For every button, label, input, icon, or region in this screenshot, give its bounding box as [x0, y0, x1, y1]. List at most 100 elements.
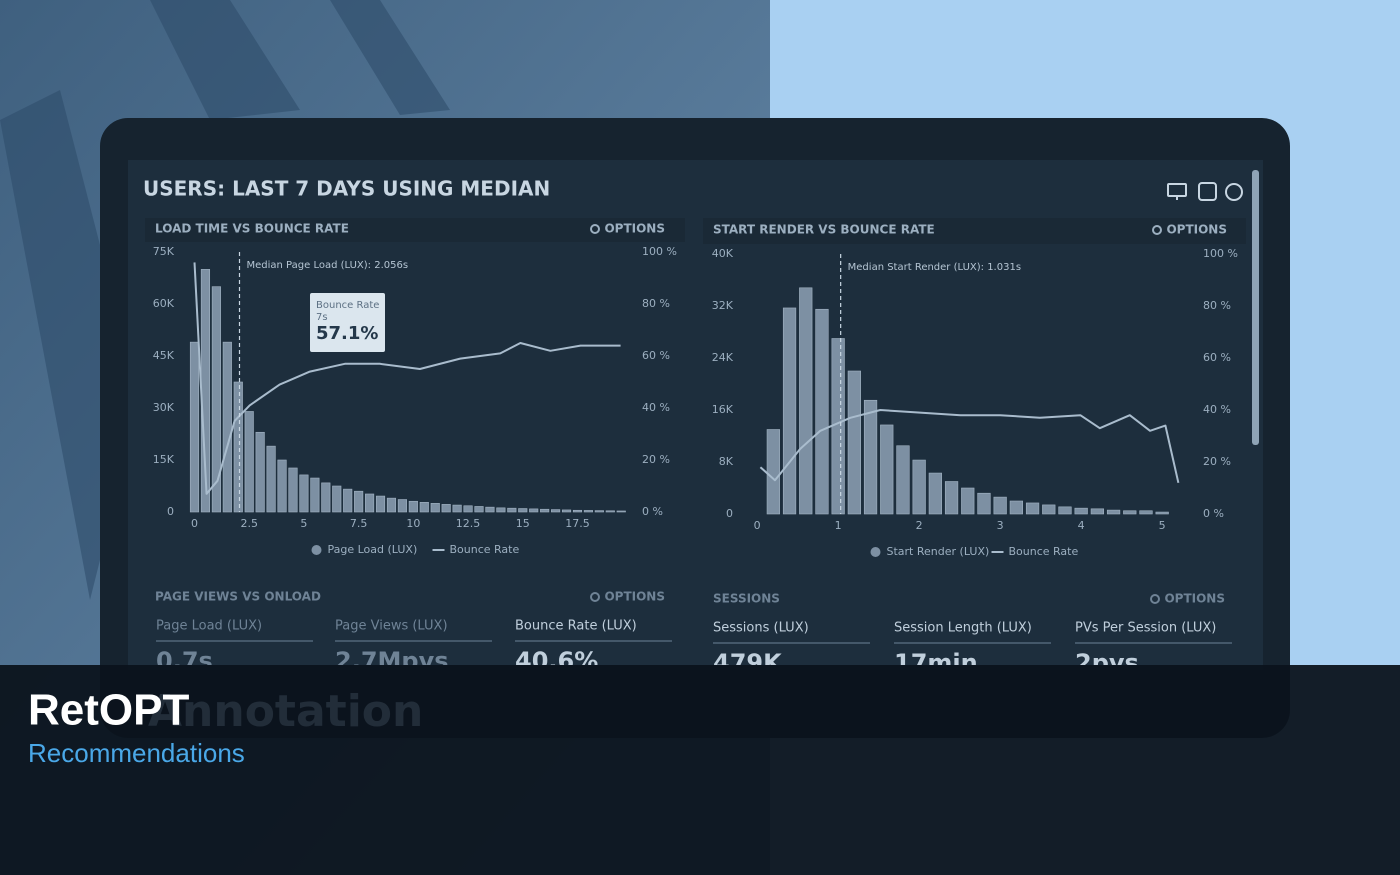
histogram-bar	[211, 286, 221, 513]
histogram-bar	[496, 507, 506, 513]
histogram-bar	[1139, 510, 1153, 515]
x-tick-label: 12.5	[456, 517, 481, 530]
y2-tick-label: 0 %	[642, 505, 663, 518]
legend-label: Bounce Rate	[1009, 545, 1079, 558]
x-tick-label: 17.5	[565, 517, 590, 530]
legend-label: Page Load (LUX)	[328, 543, 418, 556]
histogram-bar	[880, 424, 894, 515]
y2-tick-label: 100 %	[642, 245, 677, 258]
tooltip-time: 7s	[316, 312, 328, 323]
y2-tick-label: 20 %	[642, 453, 670, 466]
metric-value: 17min	[894, 649, 978, 677]
histogram-bar	[1058, 506, 1072, 515]
histogram-bar	[485, 506, 495, 513]
y2-tick-label: 80 %	[642, 297, 670, 310]
metric-value: 2pvs	[1075, 649, 1139, 677]
histogram-bar	[288, 467, 298, 513]
histogram-bar	[944, 481, 959, 515]
histogram-bar	[518, 508, 528, 513]
histogram-bar	[310, 477, 320, 513]
options-icon	[590, 224, 600, 234]
x-tick-label: 0	[754, 519, 761, 532]
options-icon	[1152, 225, 1162, 235]
x-tick-label: 5	[300, 517, 307, 530]
metric-value: 2.7Mpvs	[335, 647, 449, 675]
histogram-bar	[419, 501, 429, 513]
histogram-bar	[928, 472, 942, 515]
dashboard-heading: USERS: LAST 7 DAYS USING MEDIAN	[143, 177, 550, 201]
dashboard: USERS: LAST 7 DAYS USING MEDIAN LOAD TIM…	[143, 177, 1238, 677]
y2-tick-label: 60 %	[1203, 351, 1231, 364]
panel-header	[703, 218, 1246, 244]
y2-tick-label: 60 %	[642, 349, 670, 362]
histogram-bar	[977, 492, 991, 515]
histogram-bar	[561, 509, 572, 513]
x-tick-label: 10	[406, 517, 420, 530]
y-tick-label: 32K	[712, 299, 734, 312]
histogram-bar	[616, 510, 626, 513]
histogram-bar	[529, 508, 539, 513]
histogram-bar	[332, 485, 342, 513]
histogram-bar	[782, 307, 797, 515]
x-tick-label: 7.5	[350, 517, 368, 530]
toolbar-icons	[1167, 182, 1243, 201]
x-tick-label: 4	[1078, 519, 1085, 532]
histogram-bar	[244, 411, 254, 513]
histogram-bar	[815, 308, 829, 515]
y-tick-label: 30K	[153, 401, 175, 414]
y-tick-label: 40K	[712, 247, 734, 260]
tooltip-value: 57.1%	[316, 323, 378, 344]
histogram-bar	[799, 287, 813, 515]
metric-value: 479K	[713, 649, 783, 677]
histogram-bar	[255, 431, 265, 513]
histogram-bar	[594, 510, 604, 513]
histogram-bar	[277, 459, 287, 513]
y2-tick-label: 40 %	[642, 401, 670, 414]
histogram-bar	[386, 497, 397, 513]
histogram-bar	[233, 381, 243, 513]
y-tick-label: 16K	[712, 403, 734, 416]
legend-label: Bounce Rate	[450, 543, 520, 556]
x-tick-label: 0	[191, 517, 198, 530]
metric-value: 0.7s	[156, 647, 213, 675]
options-button[interactable]: OPTIONS	[604, 222, 665, 236]
watermark: Annotation	[148, 686, 423, 737]
histogram-bar	[321, 482, 331, 513]
histogram-bar	[863, 399, 878, 515]
histogram-bar	[912, 459, 926, 515]
y-tick-label: 15K	[153, 453, 175, 466]
options-icon	[1150, 594, 1160, 604]
histogram-bar	[441, 504, 451, 513]
y-tick-label: 60K	[153, 297, 175, 310]
histogram-bar	[452, 504, 462, 513]
histogram-bar	[1074, 507, 1088, 515]
y-tick-label: 0	[726, 507, 733, 520]
panel-title: SESSIONS	[713, 592, 780, 606]
options-button[interactable]: OPTIONS	[604, 590, 665, 604]
line-series	[193, 262, 621, 495]
scrollbar	[1252, 170, 1259, 445]
y-tick-label: 24K	[712, 351, 734, 364]
metric-label: Sessions (LUX)	[713, 621, 809, 636]
line-series	[759, 409, 1180, 484]
y2-tick-label: 0 %	[1203, 507, 1224, 520]
x-tick-label: 1	[835, 519, 842, 532]
histogram-bar	[961, 487, 975, 515]
metric-label: Session Length (LUX)	[894, 621, 1032, 636]
histogram-bar	[1090, 508, 1104, 515]
histogram-bar	[1155, 511, 1169, 515]
options-button[interactable]: OPTIONS	[1164, 592, 1225, 606]
histogram-bar	[1106, 509, 1121, 515]
metric-label: PVs Per Session (LUX)	[1075, 621, 1216, 636]
median-annotation: Median Page Load (LUX): 2.056s	[247, 260, 409, 271]
caption-subtitle: Recommendations	[28, 738, 245, 768]
histogram-bar	[583, 510, 593, 513]
histogram-bar	[354, 490, 364, 513]
histogram-bar	[572, 509, 583, 513]
histogram-bar	[766, 429, 780, 515]
options-button[interactable]: OPTIONS	[1166, 223, 1227, 237]
y2-tick-label: 80 %	[1203, 299, 1231, 312]
histogram-bar	[1025, 502, 1040, 515]
tooltip-title: Bounce Rate	[316, 300, 379, 311]
